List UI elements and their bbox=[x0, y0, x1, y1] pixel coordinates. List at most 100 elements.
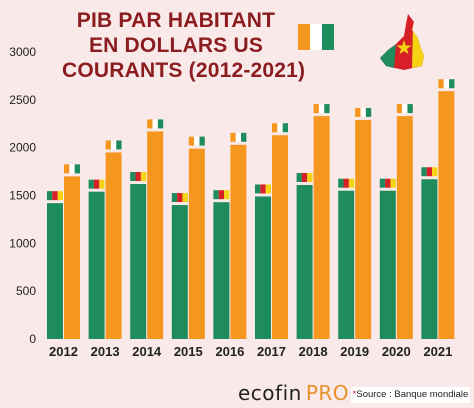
cote-divoire-flag-white bbox=[310, 24, 322, 50]
bar-cameroon bbox=[171, 205, 188, 339]
cote-divoire-flag-green bbox=[199, 136, 205, 146]
cameroon-flag-yellow bbox=[182, 193, 188, 203]
bar-cameroon bbox=[421, 179, 438, 339]
cameroon-flag-yellow bbox=[390, 178, 396, 188]
bar-cote-divoire bbox=[230, 144, 247, 339]
cote-divoire-flag-orange bbox=[396, 104, 403, 114]
ecofin-pro-logo: ecofin PRO bbox=[238, 381, 349, 405]
cote-divoire-flag-white bbox=[194, 136, 200, 146]
cameroon-flag-red bbox=[93, 179, 100, 189]
cameroon-flag-red bbox=[343, 178, 349, 188]
x-tick-label: 2014 bbox=[132, 344, 162, 359]
cameroon-flag-green bbox=[421, 167, 427, 177]
x-tick-label: 2021 bbox=[423, 344, 452, 359]
cameroon-flag-yellow bbox=[57, 191, 63, 201]
cameroon-flag-green bbox=[338, 178, 344, 188]
cameroon-flag-red bbox=[52, 191, 58, 201]
x-tick-label: 2018 bbox=[299, 344, 328, 359]
x-tick-label: 2017 bbox=[257, 344, 286, 359]
cote-divoire-flag-orange bbox=[188, 136, 195, 146]
cameroon-flag-yellow bbox=[265, 184, 271, 194]
y-tick-label: 2000 bbox=[9, 141, 36, 155]
cameroon-flag-red bbox=[426, 167, 433, 177]
cameroon-star bbox=[396, 40, 412, 55]
cote-divoire-flag-white bbox=[110, 140, 117, 150]
x-tick-label: 2012 bbox=[49, 344, 78, 359]
bar-cameroon bbox=[338, 190, 355, 339]
bar-cote-divoire bbox=[147, 131, 164, 339]
cameroon-flag-yellow bbox=[99, 179, 105, 189]
title-line-2: EN DOLLARS US bbox=[88, 34, 264, 57]
cote-divoire-flag-green bbox=[241, 132, 247, 142]
cote-divoire-flag-white bbox=[360, 107, 366, 117]
cameroon-flag-yellow bbox=[224, 190, 230, 200]
bar-cameroon bbox=[379, 190, 396, 339]
cote-divoire-flag-orange bbox=[272, 123, 278, 133]
cote-divoire-flag-white bbox=[318, 104, 325, 114]
x-tick-label: 2013 bbox=[91, 344, 120, 359]
cameroon-flag-green bbox=[171, 193, 178, 203]
cameroon-flag-green bbox=[213, 190, 219, 200]
bar-cameroon bbox=[255, 196, 271, 339]
cote-divoire-flag-green bbox=[282, 123, 288, 133]
cameroon-flag-red bbox=[218, 190, 225, 200]
y-tick-label: 1000 bbox=[9, 236, 36, 250]
x-tick-label: 2019 bbox=[340, 344, 369, 359]
cote-divoire-flag-white bbox=[277, 123, 283, 133]
cameroon-flag-green bbox=[255, 184, 261, 194]
cote-divoire-flag-white bbox=[235, 132, 242, 142]
source-note: *Source : Banque mondiale bbox=[351, 387, 470, 403]
title-line-3: COURANTS (2012-2021) bbox=[62, 59, 306, 82]
cameroon-flag-green bbox=[47, 191, 53, 201]
cameroon-flag-green bbox=[296, 172, 302, 182]
y-tick-label: 2500 bbox=[9, 93, 36, 107]
cote-divoire-flag-orange bbox=[355, 107, 361, 117]
bar-cote-divoire bbox=[355, 119, 372, 339]
cote-divoire-flag-green bbox=[449, 79, 455, 89]
bar-cameroon bbox=[88, 191, 105, 339]
x-tick-label: 2016 bbox=[215, 344, 244, 359]
brand-ecofin: ecofin bbox=[238, 381, 302, 405]
cote-divoire-flag-orange bbox=[230, 132, 236, 142]
x-tick-label: 2015 bbox=[174, 344, 203, 359]
cote-divoire-flag-orange bbox=[298, 24, 310, 50]
cameroon-flag-green bbox=[379, 178, 386, 188]
bar-cote-divoire bbox=[188, 148, 205, 339]
bar-cameroon bbox=[47, 203, 63, 339]
source-text: Source : Banque mondiale bbox=[356, 389, 469, 400]
cameroon-flag-red bbox=[301, 172, 308, 182]
y-tick-label: 0 bbox=[29, 332, 36, 346]
bar-cameroon bbox=[130, 184, 147, 339]
bar-cameroon bbox=[296, 184, 313, 339]
cote-divoire-flag-green bbox=[324, 104, 330, 114]
cote-divoire-flag-orange bbox=[313, 104, 319, 114]
bar-cote-divoire bbox=[105, 152, 122, 339]
cote-divoire-flag-orange bbox=[105, 140, 111, 150]
cote-divoire-flag-white bbox=[402, 104, 408, 114]
cote-divoire-flag-orange bbox=[147, 119, 153, 129]
brand-pro: PRO bbox=[305, 381, 350, 405]
cote-divoire-flag-green bbox=[157, 119, 164, 129]
cameroon-flag-yellow bbox=[348, 178, 355, 188]
cameroon-flag-yellow bbox=[432, 167, 438, 177]
cameroon-flag-yellow bbox=[307, 172, 313, 182]
cote-divoire-flag-white bbox=[69, 164, 75, 174]
cote-divoire-flag-green bbox=[322, 24, 334, 50]
cameroon-flag-red bbox=[135, 172, 141, 182]
cameroon-flag-red bbox=[385, 178, 391, 188]
x-tick-label: 2020 bbox=[382, 344, 411, 359]
cote-divoire-flag-white bbox=[152, 119, 158, 129]
cote-divoire-flag-orange bbox=[64, 164, 70, 174]
y-tick-label: 3000 bbox=[9, 45, 36, 59]
bar-cameroon bbox=[213, 202, 230, 339]
cameroon-flag-green bbox=[88, 179, 94, 189]
cameroon-flag-yellow bbox=[140, 172, 147, 182]
cote-divoire-flag-orange bbox=[438, 79, 444, 89]
cameroon-flag-red bbox=[177, 193, 183, 203]
cameroon-map-flag-yellow bbox=[412, 22, 424, 68]
bar-cote-divoire bbox=[396, 116, 413, 339]
y-tick-label: 500 bbox=[16, 284, 36, 298]
cameroon-flag-green bbox=[130, 172, 136, 182]
bar-cote-divoire bbox=[64, 176, 80, 339]
